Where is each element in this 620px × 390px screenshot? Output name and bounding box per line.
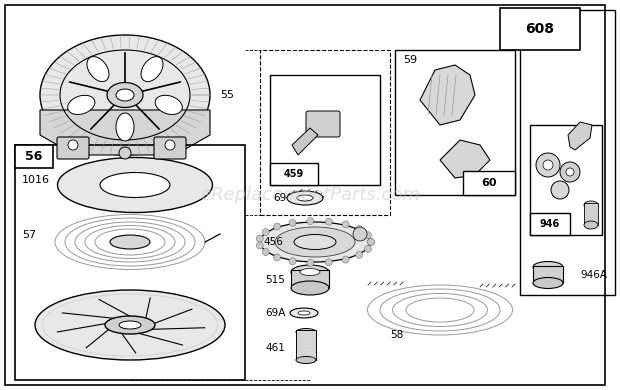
Ellipse shape	[100, 172, 170, 197]
Circle shape	[289, 258, 296, 265]
Text: eReplacementParts.com: eReplacementParts.com	[200, 186, 420, 204]
Text: 59: 59	[403, 55, 417, 65]
Text: 456: 456	[263, 237, 283, 247]
Text: 946A: 946A	[580, 270, 607, 280]
FancyBboxPatch shape	[154, 137, 186, 159]
Bar	[270, 75, 380, 185]
Circle shape	[536, 153, 560, 177]
Text: 69A: 69A	[265, 308, 285, 318]
Ellipse shape	[300, 268, 320, 275]
Polygon shape	[568, 122, 592, 150]
Ellipse shape	[275, 227, 355, 257]
Ellipse shape	[294, 234, 336, 250]
Ellipse shape	[116, 89, 134, 101]
Circle shape	[326, 218, 332, 225]
Bar	[500, 8, 580, 50]
Circle shape	[262, 248, 269, 255]
Circle shape	[307, 259, 314, 266]
Bar	[15, 145, 53, 168]
Text: 57: 57	[22, 230, 36, 240]
Circle shape	[256, 242, 264, 249]
Bar	[15, 145, 245, 380]
Circle shape	[289, 219, 296, 226]
Ellipse shape	[141, 57, 163, 82]
Ellipse shape	[68, 95, 95, 115]
Ellipse shape	[533, 278, 563, 289]
Text: 515: 515	[265, 275, 285, 285]
Ellipse shape	[105, 316, 155, 334]
Circle shape	[68, 140, 78, 150]
Circle shape	[368, 239, 374, 245]
Polygon shape	[420, 65, 475, 125]
Polygon shape	[40, 110, 210, 155]
Circle shape	[342, 221, 349, 228]
Ellipse shape	[110, 235, 150, 249]
Ellipse shape	[260, 222, 370, 262]
Text: 69: 69	[273, 193, 286, 203]
Bar	[291, 270, 329, 288]
Ellipse shape	[40, 35, 210, 155]
Text: 608: 608	[526, 22, 554, 36]
Ellipse shape	[291, 281, 329, 295]
Ellipse shape	[58, 158, 213, 213]
Ellipse shape	[298, 311, 310, 315]
Circle shape	[262, 229, 269, 236]
Bar	[260, 50, 390, 215]
Bar	[530, 213, 570, 235]
Ellipse shape	[533, 262, 563, 273]
Text: 55: 55	[220, 90, 234, 100]
Circle shape	[273, 223, 281, 230]
Circle shape	[566, 168, 574, 176]
Circle shape	[326, 259, 332, 266]
Polygon shape	[292, 128, 318, 155]
Circle shape	[365, 245, 371, 252]
Circle shape	[543, 160, 553, 170]
Bar	[530, 125, 602, 235]
Text: 58: 58	[390, 330, 403, 340]
Circle shape	[256, 235, 264, 242]
Bar	[533, 266, 563, 283]
Ellipse shape	[119, 321, 141, 329]
Ellipse shape	[584, 201, 598, 209]
FancyBboxPatch shape	[306, 111, 340, 137]
Ellipse shape	[297, 195, 313, 201]
Polygon shape	[440, 140, 490, 178]
Text: 56: 56	[25, 151, 43, 163]
Text: 1016: 1016	[22, 175, 50, 185]
Circle shape	[342, 256, 349, 263]
Ellipse shape	[107, 83, 143, 108]
Bar	[395, 50, 515, 195]
Bar	[296, 330, 316, 360]
Bar	[270, 163, 318, 185]
Bar	[463, 171, 515, 195]
FancyBboxPatch shape	[57, 137, 89, 159]
Circle shape	[353, 227, 367, 241]
Circle shape	[273, 254, 281, 261]
Text: 459: 459	[284, 169, 304, 179]
Circle shape	[560, 162, 580, 182]
Circle shape	[365, 232, 371, 239]
Ellipse shape	[87, 57, 109, 82]
Circle shape	[165, 140, 175, 150]
Ellipse shape	[290, 308, 318, 318]
Circle shape	[356, 252, 363, 259]
Bar	[584, 203, 598, 225]
Ellipse shape	[155, 95, 182, 115]
Bar	[520, 10, 615, 295]
Text: 946: 946	[540, 219, 560, 229]
Ellipse shape	[287, 191, 323, 205]
Circle shape	[119, 147, 131, 159]
Circle shape	[551, 181, 569, 199]
Ellipse shape	[116, 113, 134, 141]
Text: 60: 60	[481, 178, 497, 188]
Circle shape	[356, 225, 363, 232]
Ellipse shape	[291, 265, 329, 279]
Text: 461: 461	[265, 343, 285, 353]
Circle shape	[368, 239, 374, 245]
Ellipse shape	[584, 221, 598, 229]
Ellipse shape	[296, 328, 316, 335]
Ellipse shape	[296, 356, 316, 363]
Circle shape	[307, 218, 314, 225]
Ellipse shape	[35, 290, 225, 360]
